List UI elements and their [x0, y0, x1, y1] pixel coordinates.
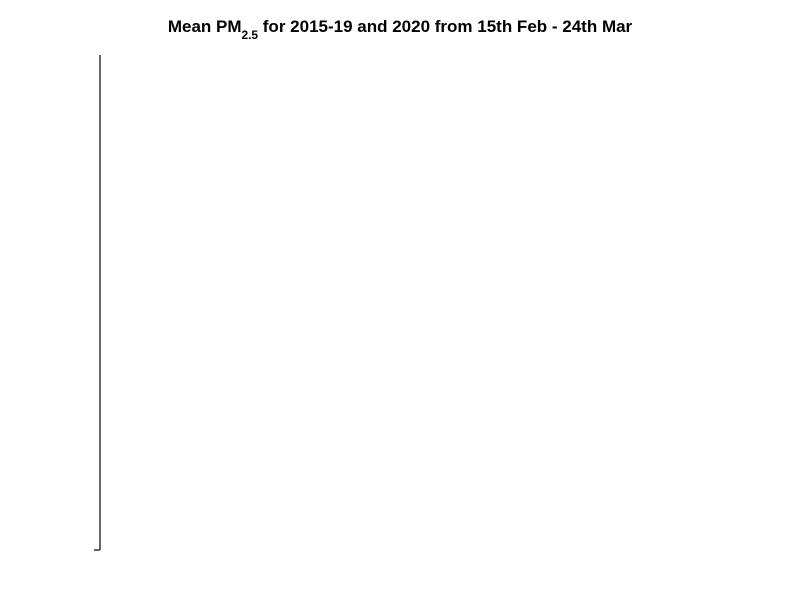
pm25-bar-chart: Mean PM2.5 for 2015-19 and 2020 from 15t…	[0, 0, 800, 614]
chart-container: Mean PM2.5 for 2015-19 and 2020 from 15t…	[0, 0, 800, 614]
